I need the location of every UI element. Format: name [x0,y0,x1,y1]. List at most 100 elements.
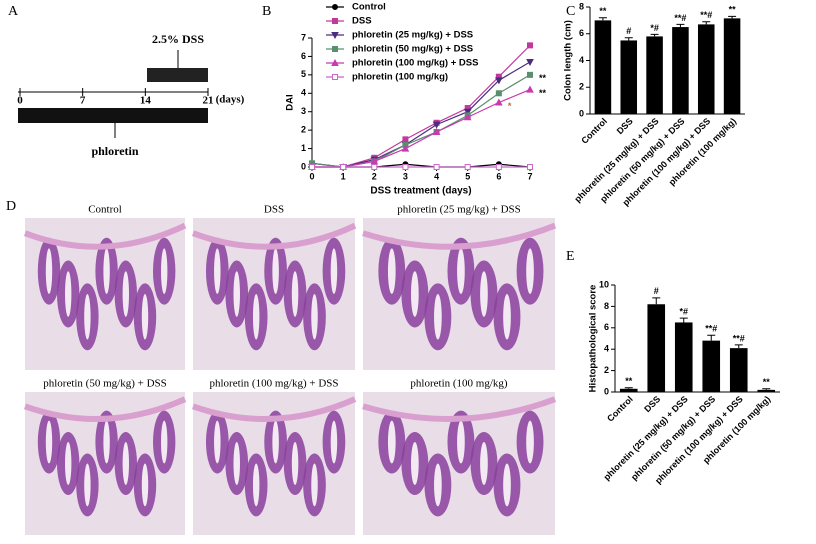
error-bar [702,21,711,25]
y-tick-label: 8 [604,301,609,311]
y-tick-label: 0 [604,386,609,396]
bar [723,18,741,114]
series-line [312,89,531,168]
error-bar [734,344,743,349]
y-axis-label: DAI [285,94,296,110]
dss-box [147,68,208,82]
marker [527,71,533,78]
x-tick-label: 7 [527,171,532,181]
y-tick-label: 0 [301,161,306,171]
y-tick-label: 6 [579,28,584,38]
annotation: ** [729,5,737,15]
timeline-tick-label: 7 [80,95,86,107]
x-axis-label: DSS treatment (days) [370,186,471,197]
annotation: **# [733,333,745,343]
y-tick-label: 4 [579,55,584,65]
lumen [65,442,72,485]
annotation: ** [599,6,607,16]
error-bar [676,23,685,28]
marker [402,136,409,143]
legend-label: phloretin (100 mg/kg) + DSS [352,58,478,69]
error-bar [707,334,716,341]
x-tick-label: Control [579,116,609,146]
lumen [526,248,534,294]
lumen [480,442,488,485]
marker [495,164,502,170]
lumen [214,248,221,294]
legend-label: DSS [352,16,372,27]
marker [332,74,338,80]
lumen [291,271,299,317]
bar [594,20,612,114]
y-axis-label: Colon length (cm) [563,20,574,101]
bar [729,348,748,392]
marker [495,98,503,106]
marker [332,46,338,52]
lumen [233,442,240,485]
histology-image [362,392,557,535]
bar [697,24,715,115]
panel-label: A [8,4,19,19]
lumen [45,420,53,464]
x-tick-label: 0 [309,171,314,181]
lumen [272,248,279,294]
image-title: phloretin (100 mg/kg) [410,378,507,390]
lumen [480,271,488,317]
lumen [330,420,338,464]
lumen [103,248,110,294]
error-bar [679,317,688,323]
drug-label: phloretin [91,144,138,158]
annotation: **# [674,13,686,23]
annotation: **# [705,324,717,334]
lumen [457,420,465,464]
annotation: *# [679,307,688,317]
marker [463,113,472,121]
marker [402,164,409,170]
y-tick-label: 6 [604,322,609,332]
lumen [291,442,299,485]
lumen [503,463,511,507]
lumen [252,294,260,340]
x-tick-label: Control [605,394,635,424]
histology-image [362,218,557,370]
marker [432,127,441,135]
annotation: ** [539,73,547,83]
panel-label: C [566,4,575,19]
mucosa-edge [191,222,357,250]
bar [674,322,693,392]
marker [331,58,339,66]
lumen [311,463,318,507]
error-bar [728,15,737,19]
error-bar [652,297,661,305]
lumen [387,248,396,294]
annotation: ** [625,376,633,386]
lumen [161,420,168,464]
mucosa-edge [192,396,357,422]
lumen [526,420,534,464]
annotation: # [626,26,631,36]
mucosa-edge [23,396,187,422]
lumen [122,271,129,317]
lumen [122,442,129,485]
annotation: * [508,101,512,111]
lumen [233,271,240,317]
annotation: ** [539,88,547,98]
lumen [103,420,110,464]
timeline-tick-label: 0 [17,95,23,107]
y-tick-label: 3 [301,106,306,116]
lumen [214,420,221,464]
histology-image [23,392,187,535]
bar [619,388,638,392]
y-tick-label: 6 [301,51,306,61]
marker [309,164,315,170]
lumen [330,248,338,294]
lumen [457,248,465,294]
annotation: **# [700,10,712,20]
annotation: ** [763,377,771,387]
unit-label: (days) [216,94,245,106]
y-tick-label: 5 [301,69,306,79]
timeline-tick-label: 14 [140,95,152,107]
x-tick-label: 4 [434,171,439,181]
lumen [45,248,53,294]
